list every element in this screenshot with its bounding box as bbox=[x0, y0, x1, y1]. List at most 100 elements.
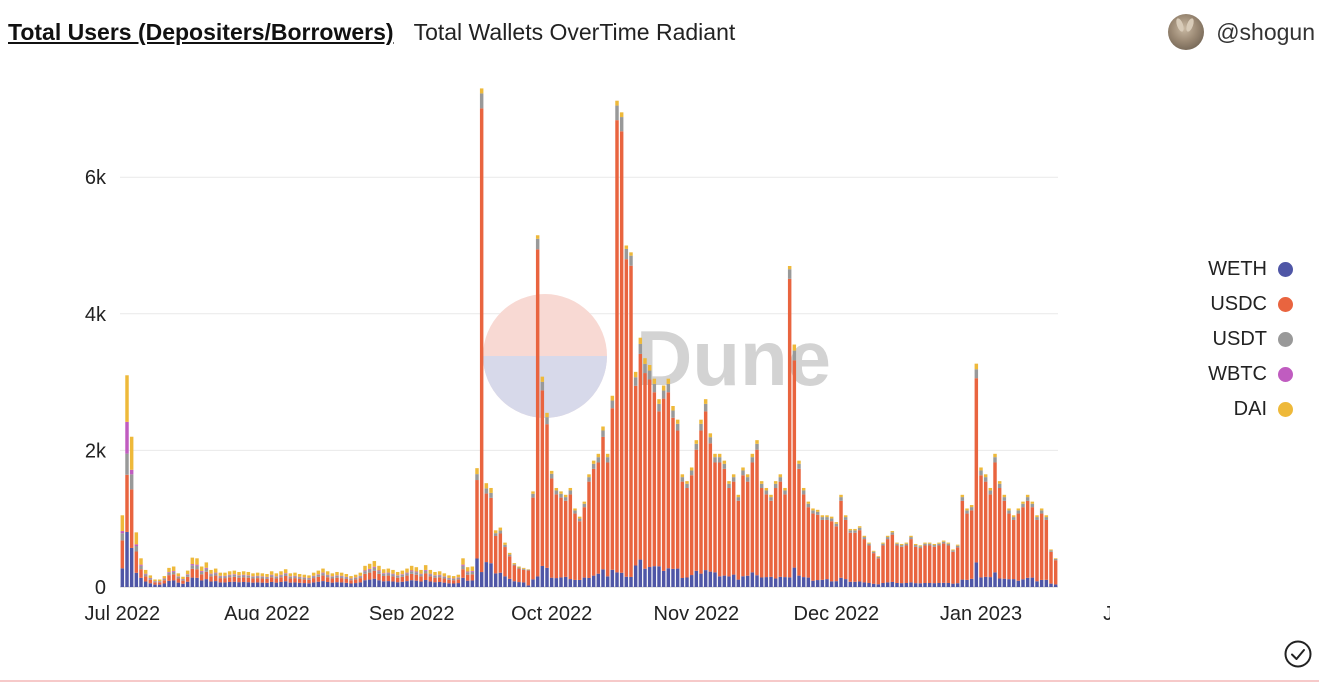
bar-segment-dai[interactable] bbox=[661, 385, 666, 391]
bar-segment-wbtc[interactable] bbox=[330, 576, 335, 577]
bar-segment-usdt[interactable] bbox=[829, 518, 834, 522]
bar-segment-usdt[interactable] bbox=[545, 417, 549, 425]
bar-segment-dai[interactable] bbox=[839, 494, 843, 498]
bar-segment-usdt[interactable] bbox=[1002, 497, 1007, 501]
bar-segment-usdt[interactable] bbox=[185, 574, 190, 577]
bar-segment-wbtc[interactable] bbox=[419, 573, 423, 575]
bar-segment-usdt[interactable] bbox=[619, 117, 624, 132]
bar-segment-wbtc[interactable] bbox=[335, 575, 339, 576]
bar-segment-usdc[interactable] bbox=[358, 578, 363, 583]
bar-segment-usdt[interactable] bbox=[867, 543, 871, 546]
bar-segment-dai[interactable] bbox=[1011, 515, 1016, 518]
bar-segment-weth[interactable] bbox=[1044, 579, 1049, 587]
bar-segment-usdc[interactable] bbox=[218, 578, 223, 583]
bar-segment-usdc[interactable] bbox=[610, 408, 615, 570]
bar-segment-dai[interactable] bbox=[801, 487, 806, 491]
bar-segment-usdc[interactable] bbox=[190, 568, 195, 578]
bar-segment-usdc[interactable] bbox=[587, 481, 591, 578]
bar-segment-dai[interactable] bbox=[237, 571, 241, 576]
bar-segment-weth[interactable] bbox=[946, 583, 951, 587]
bar-segment-weth[interactable] bbox=[344, 582, 349, 587]
bar-segment-wbtc[interactable] bbox=[279, 574, 283, 576]
bar-segment-usdt[interactable] bbox=[232, 574, 237, 577]
bar-segment-usdc[interactable] bbox=[703, 411, 708, 571]
bar-segment-dai[interactable] bbox=[881, 542, 885, 544]
bar-segment-dai[interactable] bbox=[601, 426, 605, 431]
bar-segment-usdc[interactable] bbox=[1053, 560, 1058, 585]
bar-segment-usdt[interactable] bbox=[339, 576, 344, 579]
bar-segment-wbtc[interactable] bbox=[423, 569, 428, 571]
bar-segment-usdt[interactable] bbox=[223, 576, 227, 579]
bar-segment-usdt[interactable] bbox=[442, 576, 447, 579]
bar-segment-usdc[interactable] bbox=[507, 556, 512, 579]
bar-segment-usdc[interactable] bbox=[745, 481, 750, 576]
bar-segment-weth[interactable] bbox=[801, 577, 806, 587]
bar-segment-usdc[interactable] bbox=[923, 545, 927, 583]
bar-segment-weth[interactable] bbox=[125, 531, 129, 587]
bar-segment-usdc[interactable] bbox=[787, 278, 792, 578]
bar-segment-usdt[interactable] bbox=[997, 483, 1002, 489]
bar-segment-weth[interactable] bbox=[255, 582, 260, 587]
bar-segment-usdc[interactable] bbox=[545, 424, 549, 568]
bar-segment-usdc[interactable] bbox=[153, 582, 157, 585]
bar-segment-weth[interactable] bbox=[755, 575, 759, 587]
bar-segment-weth[interactable] bbox=[806, 577, 811, 587]
bar-segment-weth[interactable] bbox=[885, 582, 890, 587]
bar-segment-usdc[interactable] bbox=[722, 468, 727, 576]
bar-segment-usdt[interactable] bbox=[615, 105, 619, 121]
bar-segment-usdc[interactable] bbox=[498, 533, 503, 573]
bar-segment-weth[interactable] bbox=[321, 581, 325, 587]
bar-segment-dai[interactable] bbox=[652, 378, 657, 384]
bar-segment-weth[interactable] bbox=[143, 581, 148, 587]
bar-segment-usdc[interactable] bbox=[335, 577, 339, 583]
bar-segment-usdc[interactable] bbox=[666, 392, 671, 569]
bar-segment-usdt[interactable] bbox=[125, 453, 129, 475]
bar-segment-dai[interactable] bbox=[582, 501, 587, 504]
bar-segment-usdc[interactable] bbox=[773, 488, 778, 579]
bar-segment-usdc[interactable] bbox=[997, 488, 1002, 579]
bar-segment-weth[interactable] bbox=[773, 578, 778, 587]
bar-segment-dai[interactable] bbox=[512, 563, 517, 565]
bar-segment-usdt[interactable] bbox=[269, 575, 274, 578]
bar-segment-wbtc[interactable] bbox=[171, 571, 176, 572]
bar-segment-usdt[interactable] bbox=[498, 530, 503, 534]
bar-segment-usdc[interactable] bbox=[638, 353, 643, 560]
bar-segment-usdt[interactable] bbox=[148, 578, 153, 580]
bar-segment-usdt[interactable] bbox=[1025, 497, 1030, 501]
bar-segment-weth[interactable] bbox=[339, 582, 344, 587]
bar-segment-wbtc[interactable] bbox=[251, 576, 255, 577]
bar-segment-wbtc[interactable] bbox=[218, 575, 223, 577]
bar-segment-usdc[interactable] bbox=[652, 392, 657, 567]
bar-segment-wbtc[interactable] bbox=[129, 469, 134, 475]
bar-segment-usdc[interactable] bbox=[1039, 513, 1044, 580]
bar-segment-weth[interactable] bbox=[568, 579, 573, 587]
bar-segment-usdc[interactable] bbox=[825, 519, 829, 580]
bar-segment-usdc[interactable] bbox=[1044, 519, 1049, 580]
bar-segment-dai[interactable] bbox=[797, 460, 801, 464]
bar-segment-weth[interactable] bbox=[288, 582, 293, 587]
bar-segment-weth[interactable] bbox=[559, 577, 563, 587]
bar-segment-usdc[interactable] bbox=[857, 530, 862, 582]
bar-segment-usdt[interactable] bbox=[722, 463, 727, 469]
bar-segment-weth[interactable] bbox=[167, 580, 171, 587]
bar-segment-wbtc[interactable] bbox=[195, 564, 199, 566]
bar-segment-wbtc[interactable] bbox=[269, 574, 274, 576]
bar-segment-usdt[interactable] bbox=[1039, 510, 1044, 514]
bar-segment-wbtc[interactable] bbox=[363, 570, 367, 572]
bar-segment-dai[interactable] bbox=[391, 569, 395, 574]
bar-segment-usdc[interactable] bbox=[409, 573, 414, 581]
bar-segment-dai[interactable] bbox=[769, 494, 773, 498]
bar-segment-usdc[interactable] bbox=[993, 462, 997, 573]
bar-segment-weth[interactable] bbox=[708, 571, 713, 587]
legend-item-weth[interactable]: WETH bbox=[1208, 256, 1293, 282]
bar-segment-weth[interactable] bbox=[363, 580, 367, 587]
bar-segment-usdc[interactable] bbox=[414, 574, 419, 581]
bar-segment-usdt[interactable] bbox=[367, 569, 372, 573]
bar-segment-usdc[interactable] bbox=[120, 540, 125, 569]
bar-segment-dai[interactable] bbox=[615, 100, 619, 106]
bar-segment-usdt[interactable] bbox=[489, 492, 493, 498]
bar-segment-dai[interactable] bbox=[162, 576, 167, 579]
bar-segment-weth[interactable] bbox=[848, 581, 853, 587]
bar-segment-dai[interactable] bbox=[1030, 501, 1035, 504]
bar-segment-usdc[interactable] bbox=[479, 108, 484, 573]
